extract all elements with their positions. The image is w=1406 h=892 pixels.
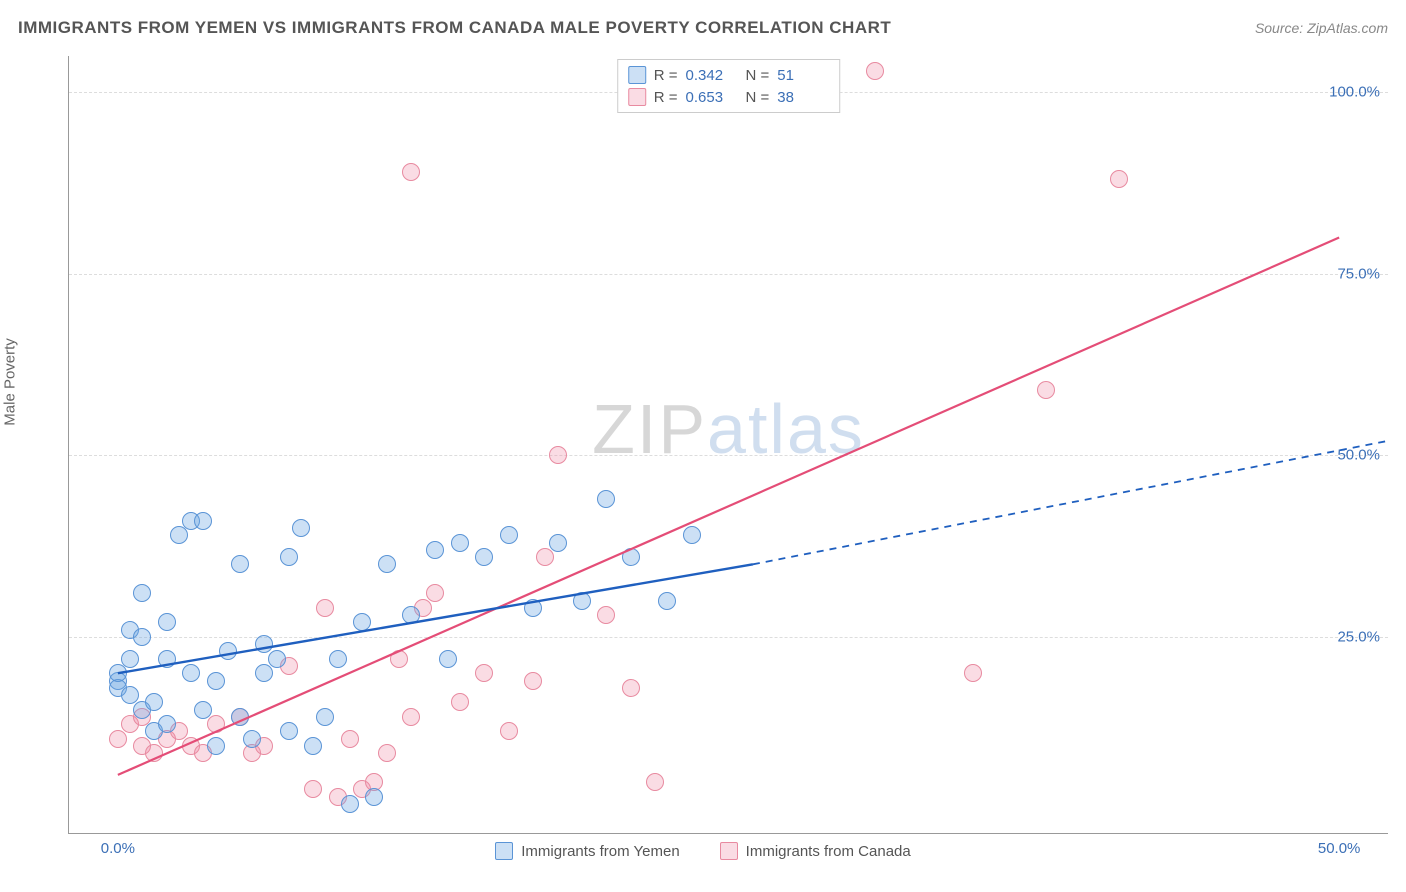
legend-item: Immigrants from Canada — [720, 842, 911, 860]
data-point — [475, 548, 493, 566]
legend-swatch — [495, 842, 513, 860]
data-point — [1110, 170, 1128, 188]
data-point — [622, 548, 640, 566]
data-point — [646, 773, 664, 791]
data-point — [145, 693, 163, 711]
r-label: R = — [654, 89, 678, 106]
data-point — [158, 613, 176, 631]
data-point — [524, 599, 542, 617]
data-point — [597, 606, 615, 624]
data-point — [451, 534, 469, 552]
n-value: 38 — [777, 89, 829, 106]
data-point — [500, 526, 518, 544]
scatter-plot: ZIPatlas R =0.342N =51R =0.653N =38 25.0… — [68, 56, 1388, 834]
chart-title: IMMIGRANTS FROM YEMEN VS IMMIGRANTS FROM… — [18, 18, 891, 38]
data-point — [109, 730, 127, 748]
data-point — [402, 708, 420, 726]
source-attribution: Source: ZipAtlas.com — [1255, 20, 1388, 36]
y-axis-label: Male Poverty — [2, 338, 19, 426]
legend-swatch — [720, 842, 738, 860]
r-label: R = — [654, 67, 678, 84]
data-point — [439, 650, 457, 668]
data-point — [402, 606, 420, 624]
data-point — [500, 722, 518, 740]
data-point — [378, 555, 396, 573]
data-point — [207, 672, 225, 690]
data-point — [158, 650, 176, 668]
r-value: 0.342 — [686, 67, 738, 84]
data-point — [1037, 381, 1055, 399]
legend-label: Immigrants from Yemen — [521, 843, 679, 860]
data-point — [964, 664, 982, 682]
data-point — [549, 534, 567, 552]
data-point — [133, 628, 151, 646]
data-point — [194, 701, 212, 719]
data-point — [524, 672, 542, 690]
data-point — [475, 664, 493, 682]
data-point — [402, 163, 420, 181]
data-point — [219, 642, 237, 660]
legend-label: Immigrants from Canada — [746, 843, 911, 860]
data-point — [316, 599, 334, 617]
data-point — [207, 737, 225, 755]
data-point — [866, 62, 884, 80]
data-point — [536, 548, 554, 566]
data-point — [329, 650, 347, 668]
correlation-legend: R = 0.342 N = 51 R = 0.653 N = 38 — [617, 59, 841, 113]
data-point — [231, 708, 249, 726]
data-point — [426, 541, 444, 559]
legend-row: R = 0.653 N = 38 — [628, 86, 830, 108]
data-point — [304, 780, 322, 798]
data-point — [390, 650, 408, 668]
data-point — [341, 730, 359, 748]
data-point — [207, 715, 225, 733]
data-point — [292, 519, 310, 537]
data-point — [133, 584, 151, 602]
data-point — [304, 737, 322, 755]
r-value: 0.653 — [686, 89, 738, 106]
n-label: N = — [746, 67, 770, 84]
data-point — [182, 664, 200, 682]
legend-swatch — [628, 88, 646, 106]
data-point — [573, 592, 591, 610]
data-point — [145, 744, 163, 762]
data-point — [280, 722, 298, 740]
n-value: 51 — [777, 67, 829, 84]
data-point — [158, 715, 176, 733]
data-point — [280, 548, 298, 566]
data-point — [683, 526, 701, 544]
data-point — [316, 708, 334, 726]
data-point — [121, 650, 139, 668]
data-point — [255, 664, 273, 682]
data-point — [426, 584, 444, 602]
data-point — [622, 679, 640, 697]
data-point — [231, 555, 249, 573]
data-point — [378, 744, 396, 762]
legend-row: R = 0.342 N = 51 — [628, 64, 830, 86]
legend-item: Immigrants from Yemen — [495, 842, 679, 860]
data-point — [549, 446, 567, 464]
data-point — [109, 664, 127, 682]
data-point — [365, 788, 383, 806]
data-point — [194, 512, 212, 530]
data-point — [268, 650, 286, 668]
series-legend: Immigrants from Yemen Immigrants from Can… — [18, 842, 1388, 860]
data-point — [341, 795, 359, 813]
data-point — [243, 730, 261, 748]
data-point — [597, 490, 615, 508]
n-label: N = — [746, 89, 770, 106]
data-point — [170, 526, 188, 544]
data-point — [353, 613, 371, 631]
data-point — [451, 693, 469, 711]
data-point — [658, 592, 676, 610]
legend-swatch — [628, 66, 646, 84]
